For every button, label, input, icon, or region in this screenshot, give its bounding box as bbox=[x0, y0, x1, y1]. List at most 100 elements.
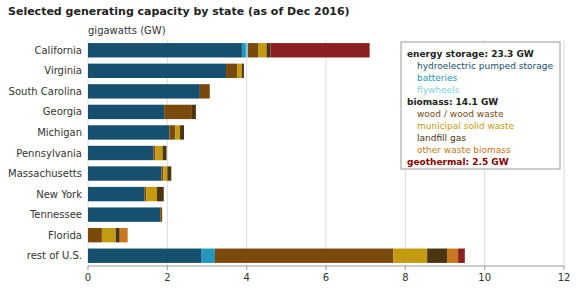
bar-segment bbox=[242, 43, 246, 57]
tick-mark bbox=[484, 266, 485, 270]
bar-segment bbox=[427, 249, 447, 263]
bar-segment bbox=[393, 249, 427, 263]
bar-segment bbox=[88, 187, 144, 201]
bar-segment bbox=[162, 207, 163, 221]
bar-segment bbox=[167, 166, 171, 180]
y-tick-label: Virginia bbox=[44, 65, 82, 76]
y-tick-labels: rest of U.S. Florida Tennessee New York Mass… bbox=[8, 45, 82, 261]
legend-header: energy storage: 23.3 GW bbox=[407, 49, 534, 59]
bar-segment bbox=[157, 187, 164, 201]
bar-segment bbox=[153, 146, 155, 160]
bar-segment bbox=[195, 105, 196, 119]
bar-segment bbox=[201, 249, 215, 263]
legend-header: biomass: 14.1 GW bbox=[407, 97, 498, 107]
bar-segment bbox=[88, 43, 242, 57]
bar-segment bbox=[88, 64, 226, 78]
tick-mark bbox=[88, 266, 89, 270]
legend-entry: municipal solid waste bbox=[417, 121, 515, 131]
y-tick-label: Tennessee bbox=[29, 209, 82, 220]
legend-box bbox=[401, 42, 560, 169]
bar-segment bbox=[88, 105, 164, 119]
axis-label: gigawatts (GW) bbox=[88, 25, 166, 36]
grid-line bbox=[564, 40, 565, 266]
y-tick-label: New York bbox=[36, 189, 82, 200]
x-ticks: 0 2 4 6 8 10 12 bbox=[85, 266, 571, 283]
bar-segment bbox=[88, 166, 161, 180]
bar-segment bbox=[166, 146, 167, 160]
title: Selected generating capacity by state (a… bbox=[8, 5, 350, 18]
bar-segment bbox=[183, 125, 184, 139]
bar-segment bbox=[458, 249, 465, 263]
bar-segment bbox=[120, 228, 128, 242]
grid bbox=[88, 40, 564, 266]
grid-line bbox=[246, 40, 247, 266]
bar-segment bbox=[215, 249, 394, 263]
bar-segment bbox=[163, 166, 167, 180]
bar-segment bbox=[447, 249, 458, 263]
y-tick-label: Georgia bbox=[43, 106, 82, 117]
bar-segment bbox=[183, 125, 184, 139]
legend-entry: flywheels bbox=[417, 85, 460, 95]
bar-segment bbox=[162, 207, 163, 221]
tick-mark bbox=[246, 266, 247, 270]
bar-segment bbox=[163, 187, 164, 201]
bar-segment bbox=[200, 84, 210, 98]
bar-segment bbox=[243, 64, 244, 78]
bar-segment bbox=[270, 43, 369, 57]
tick-mark bbox=[167, 266, 168, 270]
x-tick-label: 4 bbox=[243, 272, 249, 283]
legend-entry: wood / wood waste bbox=[417, 109, 504, 119]
bar-segment bbox=[163, 146, 167, 160]
bar-segment bbox=[166, 146, 167, 160]
y-tick-label: Michigan bbox=[37, 127, 82, 138]
tick-mark bbox=[405, 266, 406, 270]
x-tick-label: 10 bbox=[478, 272, 491, 283]
legend-entry: hydroelectric pumped storage bbox=[417, 61, 553, 71]
x-axis-line bbox=[88, 266, 564, 267]
y-tick-label: Pennsylvania bbox=[16, 148, 82, 159]
y-tick-label: Massachusetts bbox=[8, 168, 82, 179]
bar-segment bbox=[116, 228, 120, 242]
tick-mark bbox=[326, 266, 327, 270]
bar-segment bbox=[267, 43, 271, 57]
grid-line bbox=[326, 40, 327, 266]
bar-segment bbox=[164, 105, 192, 119]
x-tick-label: 12 bbox=[558, 272, 571, 283]
bar-segment bbox=[88, 228, 102, 242]
y-tick-label: rest of U.S. bbox=[27, 250, 82, 261]
bar-segment bbox=[246, 43, 248, 57]
bar-segment bbox=[146, 187, 157, 201]
bar-segment bbox=[163, 187, 164, 201]
bar-segment bbox=[180, 125, 184, 139]
legend-header: geothermal: 2.5 GW bbox=[407, 157, 509, 167]
bar-segment bbox=[209, 84, 210, 98]
bar-segment bbox=[88, 125, 169, 139]
bar-segment bbox=[88, 146, 153, 160]
x-tick-label: 0 bbox=[85, 272, 91, 283]
bar-segment bbox=[209, 84, 210, 98]
bar-segment bbox=[192, 105, 196, 119]
bar-segment bbox=[209, 84, 210, 98]
x-tick-label: 8 bbox=[402, 272, 408, 283]
bar-segment bbox=[226, 64, 237, 78]
bar-segment bbox=[155, 146, 162, 160]
y-tick-label: Florida bbox=[48, 230, 82, 241]
bar-segment bbox=[171, 166, 172, 180]
bar-segment bbox=[161, 166, 163, 180]
bar-segment bbox=[169, 125, 175, 139]
bar-segment bbox=[144, 187, 146, 201]
bar-segment bbox=[88, 207, 160, 221]
tick-mark bbox=[564, 266, 565, 270]
bar-segment bbox=[102, 228, 116, 242]
chart: Selected generating capacity by state (a… bbox=[0, 0, 576, 288]
bar-segment bbox=[237, 64, 242, 78]
bar-segment bbox=[162, 207, 163, 221]
bar-segment bbox=[259, 43, 267, 57]
x-tick-label: 6 bbox=[323, 272, 329, 283]
y-tick-label: South Carolina bbox=[9, 86, 82, 97]
bar-segment bbox=[171, 166, 172, 180]
legend: energy storage: 23.3 GW hydroelectric pum… bbox=[401, 42, 560, 169]
x-tick-label: 2 bbox=[164, 272, 170, 283]
legend-entry: landfill gas bbox=[417, 133, 466, 143]
bar-segment bbox=[162, 207, 163, 221]
